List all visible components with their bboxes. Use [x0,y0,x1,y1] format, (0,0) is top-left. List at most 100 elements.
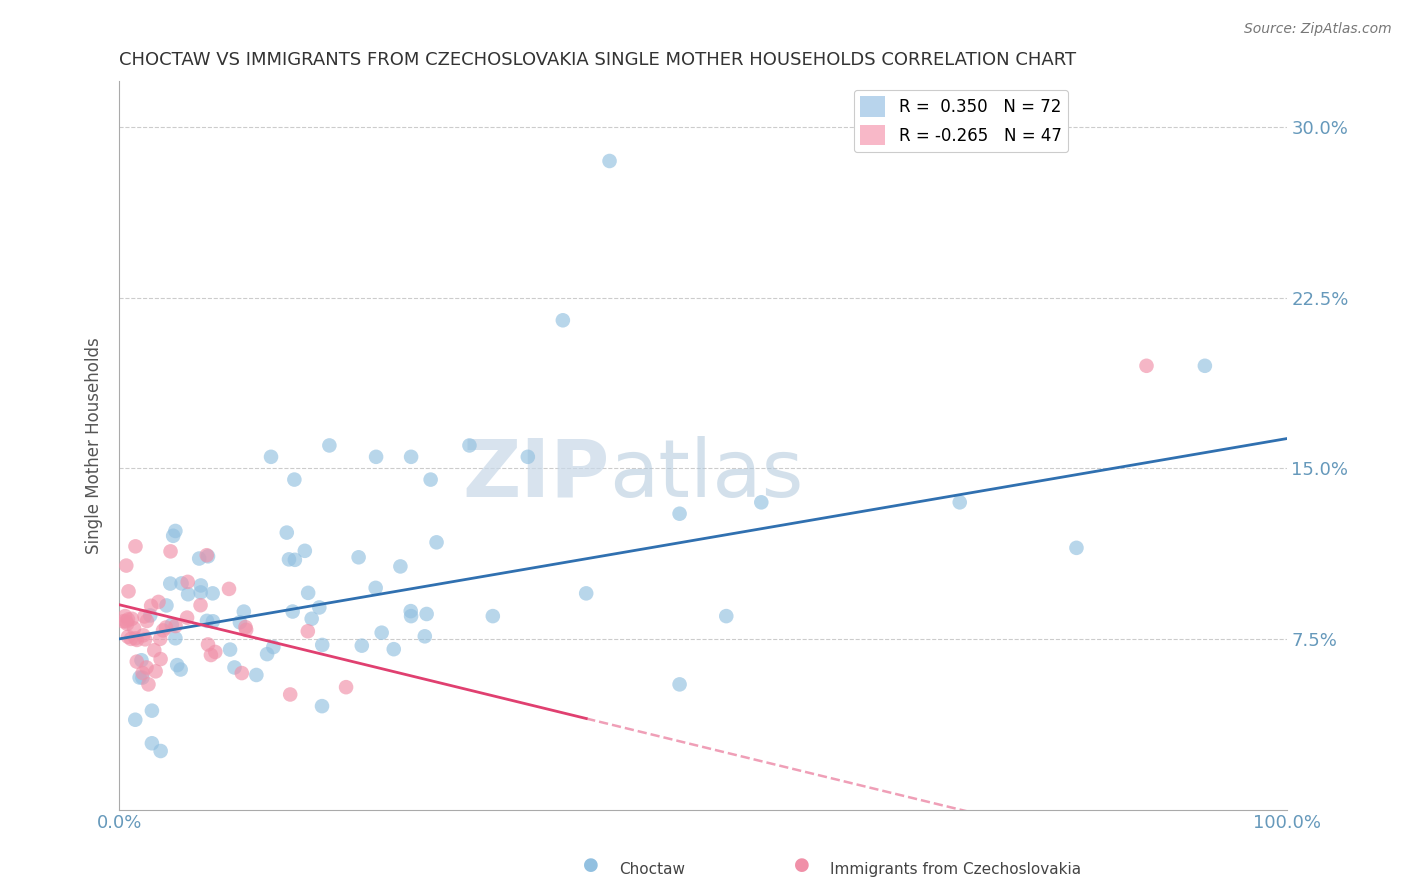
Point [458,438,481,452]
Point [551,313,574,327]
Point [413,629,436,643]
Point [117,584,139,599]
Point [389,559,412,574]
Point [124,540,146,554]
Point [382,642,405,657]
Point [141,599,163,613]
Point [415,607,437,621]
Point [283,473,305,487]
Point [190,578,212,592]
Point [399,604,422,618]
Point [350,639,373,653]
Point [276,525,298,540]
Point [256,647,278,661]
Point [364,581,387,595]
Point [235,623,257,637]
Point [117,612,139,626]
Point [145,665,167,679]
Point [131,671,153,685]
Point [159,576,181,591]
Point [311,638,333,652]
Point [125,632,148,647]
Point [143,643,166,657]
Point [399,450,422,464]
Point [575,586,598,600]
Text: Choctaw: Choctaw [619,863,685,877]
Point [190,599,212,613]
Point [155,599,177,613]
Point [115,558,138,573]
Point [165,632,187,646]
Point [516,450,538,464]
Point [132,628,155,642]
Point [141,704,163,718]
Point [128,671,150,685]
Point [281,605,304,619]
Point [482,609,505,624]
Point [160,617,183,632]
Point [134,632,156,647]
Point [176,610,198,624]
Point [135,660,157,674]
Point [135,614,157,628]
Point [425,535,447,549]
Point [197,549,219,564]
Text: atlas: atlas [610,435,804,514]
Point [229,615,252,630]
Point [169,663,191,677]
Point [278,688,301,702]
Point [297,586,319,600]
Point [148,595,170,609]
Point [260,450,283,464]
Point [668,677,690,691]
Point [224,660,246,674]
Point [245,668,267,682]
Point [121,612,143,626]
Point [155,620,177,634]
Point [124,713,146,727]
Point [114,609,136,624]
Point [716,609,738,624]
Point [195,548,218,562]
Point [335,680,357,694]
Point [112,615,135,629]
Point [201,586,224,600]
Point [165,524,187,538]
Point [162,529,184,543]
Point [190,585,212,599]
Point [149,632,172,646]
Point [949,495,972,509]
Point [364,450,387,464]
Point [177,587,200,601]
Point [195,614,218,628]
Point [201,615,224,629]
Point [262,640,284,654]
Point [170,576,193,591]
Point [204,645,226,659]
Point [131,653,153,667]
Point [166,658,188,673]
Point [177,574,200,589]
Point [115,616,138,631]
Text: CHOCTAW VS IMMIGRANTS FROM CZECHOSLOVAKIA SINGLE MOTHER HOUSEHOLDS CORRELATION C: CHOCTAW VS IMMIGRANTS FROM CZECHOSLOVAKI… [120,51,1077,69]
Point [152,624,174,638]
Point [284,553,307,567]
Point [138,677,160,691]
Point [120,632,142,646]
Point [311,699,333,714]
Text: ●: ● [793,855,810,873]
Text: ●: ● [582,855,599,873]
Point [318,438,340,452]
Point [159,544,181,558]
Point [200,648,222,662]
Point [188,551,211,566]
Text: Source: ZipAtlas.com: Source: ZipAtlas.com [1244,22,1392,37]
Point [197,637,219,651]
Legend: R =  0.350   N = 72, R = -0.265   N = 47: R = 0.350 N = 72, R = -0.265 N = 47 [853,90,1069,152]
Point [139,608,162,623]
Point [347,550,370,565]
Point [134,609,156,624]
Text: ZIP: ZIP [463,435,610,514]
Point [308,600,330,615]
Point [231,666,253,681]
